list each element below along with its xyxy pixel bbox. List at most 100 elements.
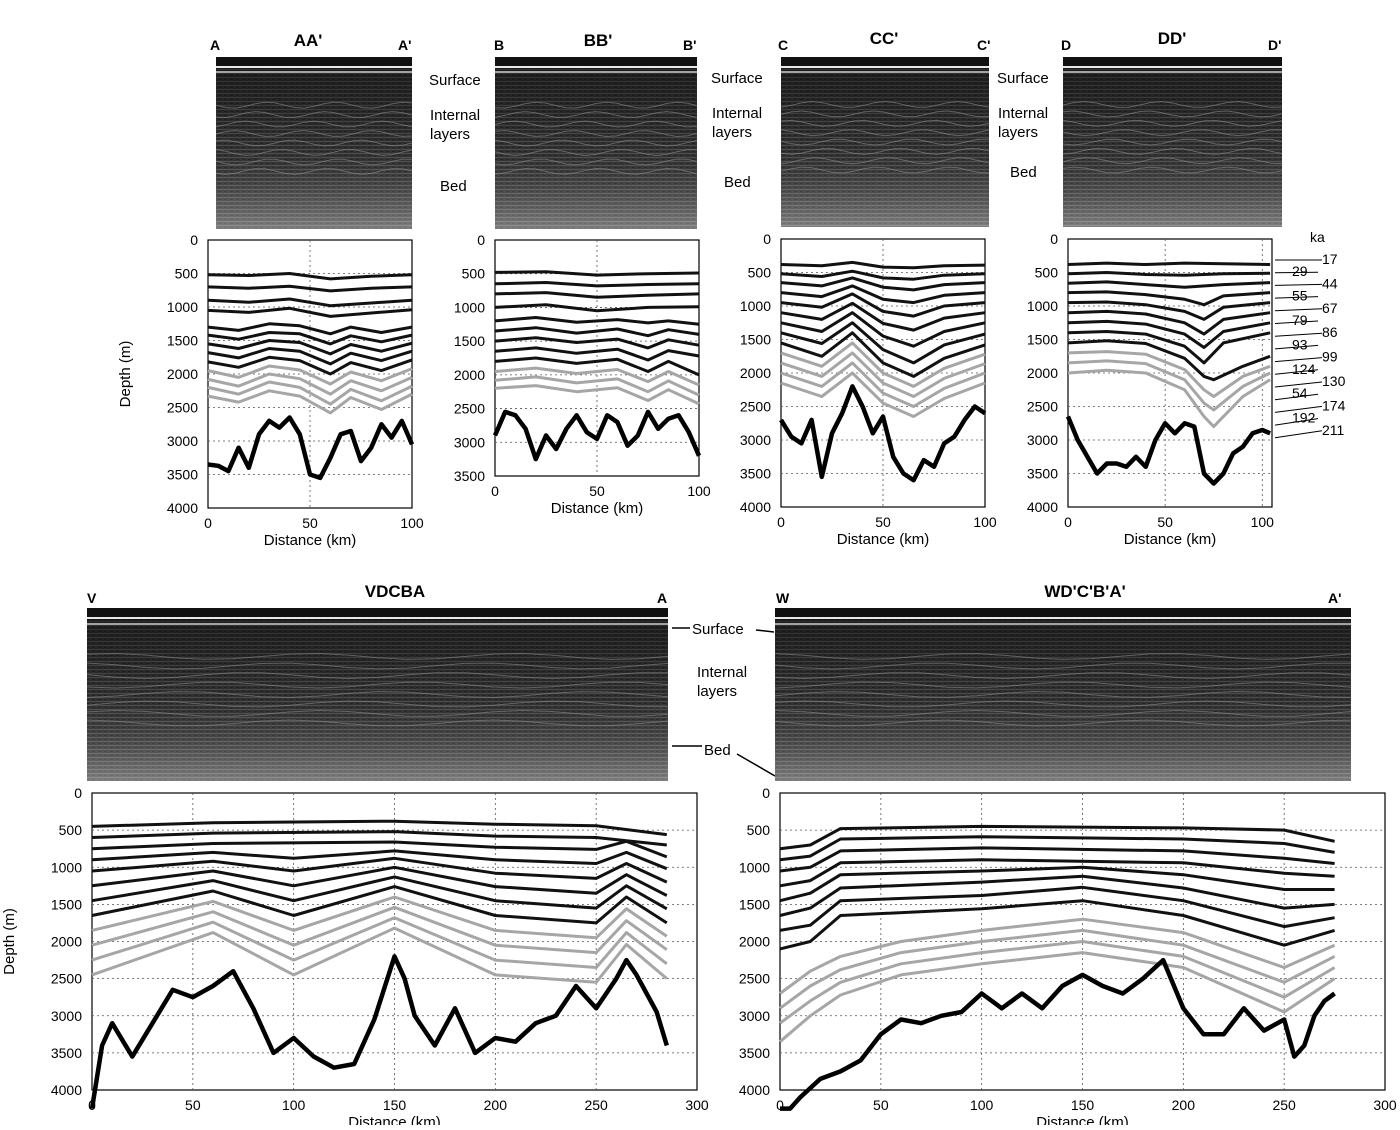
age-label: 124: [1292, 361, 1316, 377]
x-tick-label: 100: [687, 483, 711, 499]
isochrone-layer-line: [91, 875, 668, 911]
y-tick-label: 1000: [167, 299, 198, 315]
y-tick-label: 1500: [740, 332, 771, 348]
x-axis-label: Distance (km): [1036, 1114, 1129, 1125]
x-tick-label: 200: [1172, 1097, 1196, 1113]
x-tick-label: 50: [873, 1097, 889, 1113]
y-tick-label: 3000: [454, 434, 485, 450]
surface-label: Surface: [711, 70, 763, 87]
age-label: 44: [1322, 275, 1338, 291]
endpoint-start-aa: A: [210, 37, 220, 53]
isochrone-layer-line: [779, 865, 1335, 903]
age-leader-line: [1274, 332, 1323, 337]
isochrone-layer-line: [494, 303, 700, 313]
x-axis-label: Distance (km): [1124, 531, 1217, 548]
bed-line: [779, 384, 987, 483]
isochrone-layer-line: [779, 824, 1335, 851]
y-tick-label: 1500: [739, 896, 770, 912]
radar-annotations-bb: Surface Internal layers Bed: [711, 70, 763, 191]
age-leader-line: [1274, 405, 1323, 413]
panel-title-aa: AA': [294, 31, 323, 50]
isochrone-layer-line: [207, 355, 413, 376]
y-tick-label: 3000: [51, 1008, 82, 1024]
y-tick-label: 2500: [167, 400, 198, 416]
radargram-image: [780, 57, 990, 227]
isochrone-layer-line: [91, 926, 668, 984]
surface-label: Surface: [997, 70, 1049, 87]
depth-profile-plot: 0 50 10005001000150020002500300035004000Di…: [1027, 231, 1274, 548]
y-tick-label: 4000: [1027, 499, 1058, 515]
age-label: 130: [1322, 373, 1346, 389]
y-tick-label: 1500: [1027, 332, 1058, 348]
y-tick-label: 2000: [51, 934, 82, 950]
y-tick-label: 3500: [740, 466, 771, 482]
age-leader-line: [1274, 296, 1319, 299]
surface-label: Surface: [692, 621, 744, 638]
isochrone-layer-line: [1067, 290, 1271, 307]
surface-label: Surface: [429, 72, 481, 89]
isochrone-layer-line: [780, 292, 986, 318]
x-tick-label: 0: [491, 483, 499, 499]
x-tick-label: 300: [1373, 1097, 1397, 1113]
isochrone-layer-line: [780, 371, 986, 418]
age-label: 17: [1322, 251, 1338, 267]
age-leader-line: [1274, 418, 1319, 426]
isochrone-layer-line: [779, 940, 1336, 1025]
age-key: ka 17 29 44 55 67 79 86 93 99 124 130 54 174 192 211: [1274, 229, 1346, 439]
isochrone-layer-line: [779, 899, 1336, 951]
radar-annotations-bottom: Surface Internal layers Bed: [672, 621, 776, 777]
x-tick-label: 100: [282, 1097, 306, 1113]
age-label: 54: [1292, 385, 1308, 401]
age-label: 93: [1292, 336, 1308, 352]
y-tick-label: 1000: [454, 299, 485, 315]
x-axis-label: Distance (km): [837, 531, 930, 548]
age-leader-line: [1274, 283, 1323, 286]
age-leader-line: [1274, 308, 1323, 312]
isochrone-layer-line: [1067, 350, 1271, 398]
y-tick-label: 500: [59, 822, 83, 838]
age-leader-line: [1274, 344, 1319, 350]
isochrone-layer-line: [91, 839, 668, 859]
isochrone-layer-line: [207, 331, 413, 346]
isochrone-layer-line: [207, 339, 413, 356]
depth-profile-plot: 0 50 100 150 200 250 3000500100015002000250030…: [739, 785, 1397, 1130]
isochrone-layer-line: [494, 366, 700, 387]
isochrone-layer-line: [207, 284, 413, 293]
bed-label: Bed: [440, 178, 467, 195]
y-axis-label: Depth (m): [117, 341, 134, 408]
radargram-image: [1062, 57, 1283, 227]
endpoint-end-bb: B': [683, 37, 696, 53]
isochrone-layer-line: [207, 389, 413, 415]
x-tick-label: 50: [875, 514, 891, 530]
y-tick-label: 2500: [454, 401, 485, 417]
isochrone-layer-line: [1067, 300, 1271, 321]
bed-line: [780, 957, 1336, 1111]
isochrone-layer-line: [779, 874, 1335, 917]
isochrone-layer-line: [779, 917, 1336, 995]
isochrone-layer-line: [780, 311, 986, 348]
x-tick-label: 150: [383, 1097, 407, 1113]
x-tick-label: 0: [1064, 514, 1072, 530]
y-tick-label: 2500: [51, 971, 82, 987]
x-axis-label: Distance (km): [348, 1114, 441, 1125]
isochrone-layer-line: [779, 885, 1335, 932]
isochrone-layer-line: [1067, 330, 1271, 365]
y-tick-label: 2500: [1027, 399, 1058, 415]
age-label: 174: [1322, 397, 1346, 413]
y-tick-label: 3500: [739, 1045, 770, 1061]
radargram-image: [86, 608, 669, 781]
x-tick-label: 150: [1071, 1097, 1095, 1113]
age-leader-line: [1274, 393, 1319, 401]
y-tick-label: 3500: [51, 1045, 82, 1061]
endpoint-start-vdcba: V: [87, 590, 97, 606]
depth-profile-plot: 0 50 1000500100015002000250030003500Distan…: [454, 232, 711, 517]
y-tick-label: 1500: [167, 333, 198, 349]
y-tick-label: 2000: [739, 934, 770, 950]
internal-layers-label: Internal: [712, 105, 762, 122]
radar-annotations-cc: Surface Internal layers Bed: [997, 70, 1049, 181]
isochrone-layer-line: [494, 356, 700, 377]
y-tick-label: 3000: [1027, 432, 1058, 448]
x-tick-label: 50: [302, 515, 318, 531]
isochrone-layer-line: [207, 322, 413, 336]
internal-layers-label: layers: [712, 124, 752, 141]
